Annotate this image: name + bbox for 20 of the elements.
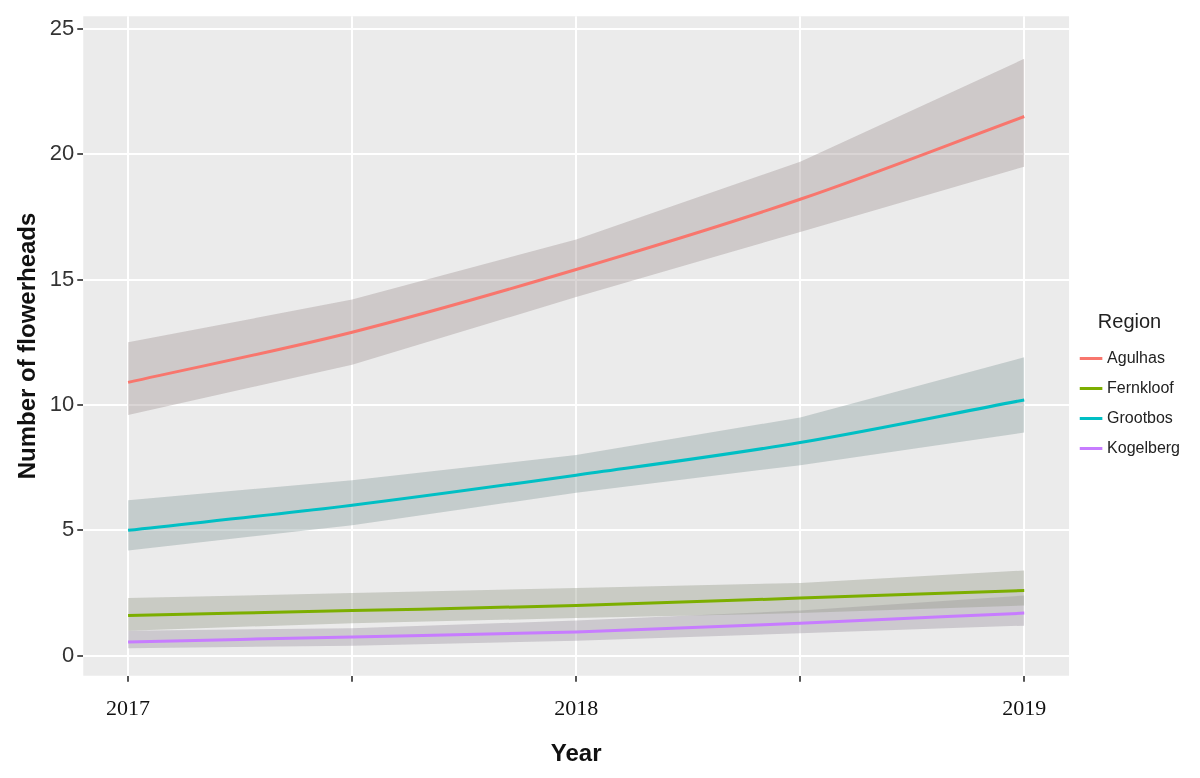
legend-label: Fernkloof: [1107, 378, 1175, 396]
x-tick-label: 2017: [106, 694, 151, 720]
legend-label: Agulhas: [1107, 348, 1165, 366]
line-series: [126, 589, 1026, 618]
y-tick-label: 5: [62, 516, 75, 542]
legend-title: Region: [1097, 310, 1162, 333]
line-series: [126, 611, 1026, 644]
y-tick-label: 20: [49, 140, 75, 166]
line-series: [126, 115, 1026, 384]
x-tick-label: 2019: [1002, 694, 1047, 720]
x-tick-label: 2018: [554, 694, 599, 720]
y-tick-label: 25: [49, 14, 75, 40]
y-tick-label: 0: [62, 641, 75, 667]
x-axis-title: Year: [550, 739, 602, 767]
line-series: [126, 398, 1026, 532]
legend-label: Kogelberg: [1107, 438, 1181, 456]
legend-label: Grootbos: [1107, 408, 1173, 426]
y-axis-title: Number of flowerheads: [13, 212, 41, 480]
y-tick-label: 10: [49, 391, 75, 416]
y-tick-label: 15: [49, 265, 75, 291]
